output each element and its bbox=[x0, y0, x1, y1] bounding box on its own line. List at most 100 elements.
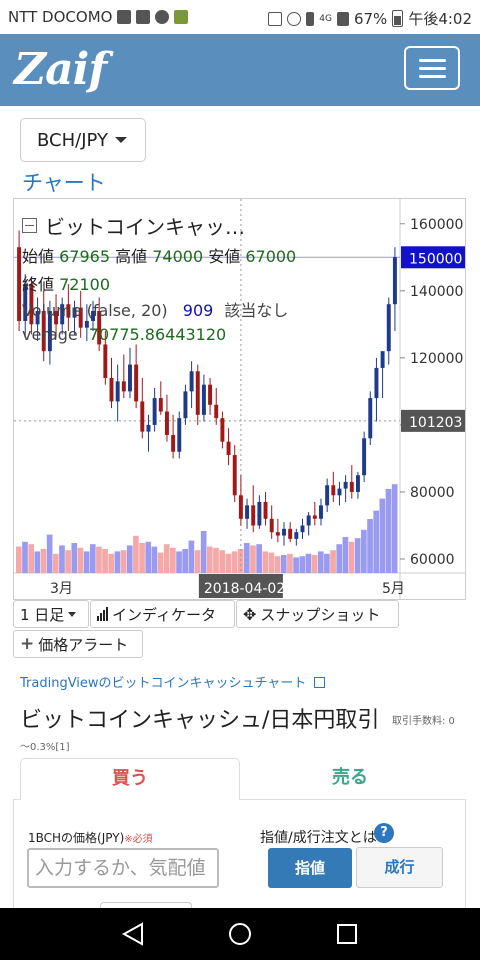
x-tick-label: 3月 bbox=[50, 581, 73, 597]
candle-body bbox=[263, 502, 268, 519]
clock: 午後4:02 bbox=[408, 10, 472, 28]
nav-icons bbox=[121, 922, 357, 946]
menu-button[interactable] bbox=[404, 46, 460, 90]
amount-field-partial[interactable] bbox=[100, 902, 192, 913]
candle-body bbox=[97, 310, 102, 345]
candle-body bbox=[47, 310, 52, 352]
candle-body bbox=[355, 475, 360, 492]
tab-sell[interactable]: 売る bbox=[332, 767, 368, 788]
indicators-button[interactable]: インディケータ bbox=[90, 600, 235, 628]
tradingview-link[interactable]: TradingViewのビットコインキャッシュチャート bbox=[20, 672, 325, 691]
volume-bar bbox=[219, 550, 225, 573]
candle-body bbox=[245, 505, 250, 519]
candle-body bbox=[78, 307, 83, 328]
volume-bar bbox=[139, 543, 145, 573]
candle-body bbox=[312, 515, 317, 519]
candle-body bbox=[337, 488, 342, 496]
volume-bar bbox=[163, 544, 170, 573]
last-price-label-bg bbox=[401, 246, 465, 269]
volume-bar bbox=[170, 547, 176, 573]
caret-down-icon bbox=[68, 611, 77, 617]
volume-bar bbox=[102, 549, 108, 573]
volume-bar bbox=[348, 541, 355, 573]
volume-bar bbox=[231, 551, 238, 573]
android-icon bbox=[174, 10, 189, 24]
y-tick-label: 140000 bbox=[410, 284, 463, 300]
tab-buy[interactable]: 買う bbox=[20, 758, 240, 800]
candle-body bbox=[386, 304, 391, 352]
price-label: 1BCHの価格(JPY)※必須 bbox=[28, 831, 153, 845]
close-label: 終値 bbox=[22, 275, 55, 294]
candle-body bbox=[251, 505, 256, 526]
required-mark: ※必須 bbox=[124, 834, 153, 845]
currency-pair-value: BCH/JPY bbox=[37, 129, 108, 151]
candle-body bbox=[349, 481, 354, 492]
volume-bar bbox=[324, 553, 330, 573]
price-input[interactable]: 入力するか、気配値 bbox=[27, 848, 219, 888]
home-icon[interactable] bbox=[229, 923, 251, 945]
vibrate-icon bbox=[306, 11, 315, 26]
x-tick-label: 5月 bbox=[382, 581, 405, 597]
page-title: ビットコインキャッシュ/日本円取引 bbox=[20, 708, 380, 733]
currency-pair-select[interactable]: BCH/JPY bbox=[20, 118, 146, 162]
candle-body bbox=[41, 310, 46, 352]
fee-text-continued: 〜0.3%[1] bbox=[20, 742, 70, 753]
volume-bar bbox=[22, 541, 28, 573]
candle-body bbox=[214, 404, 219, 419]
help-icon[interactable]: ? bbox=[374, 823, 394, 843]
candle-body bbox=[146, 424, 151, 432]
average-row: verage 70775.86443120 bbox=[22, 325, 226, 344]
high-value: 74000 bbox=[152, 247, 204, 266]
candle-body bbox=[171, 434, 176, 452]
volume-bar bbox=[317, 551, 324, 573]
volume-bar bbox=[194, 550, 201, 573]
recents-icon[interactable] bbox=[337, 924, 357, 944]
chart-canvas[interactable]: 1600001400001200001000008000060000150000… bbox=[14, 199, 466, 600]
crosshair-date-bg bbox=[198, 574, 283, 598]
notification-icon bbox=[117, 10, 132, 24]
chart-heading[interactable]: チャート bbox=[22, 171, 106, 195]
order-type-label: 指値/成行注文とは bbox=[260, 830, 377, 846]
limit-order-button[interactable]: 指値 bbox=[268, 848, 352, 888]
volume-study-extra: 該当なし bbox=[224, 301, 289, 320]
market-order-button[interactable]: 成行 bbox=[356, 847, 443, 888]
price-chart[interactable]: 1600001400001200001000008000060000150000… bbox=[13, 198, 466, 600]
candle-body bbox=[319, 505, 323, 519]
volume-bar bbox=[367, 519, 373, 573]
volume-bar bbox=[200, 531, 207, 573]
candle-body bbox=[374, 367, 379, 399]
candle-body bbox=[232, 455, 237, 496]
last-price-label: 150000 bbox=[409, 251, 462, 267]
volume-bar bbox=[354, 538, 361, 573]
alarm-icon bbox=[287, 11, 302, 26]
volume-bar bbox=[330, 550, 336, 573]
candle-body bbox=[134, 364, 139, 402]
candle-body bbox=[29, 284, 34, 325]
crosshair-price-label: 101203 bbox=[409, 415, 462, 431]
collapse-icon[interactable] bbox=[22, 218, 37, 233]
price-alert-button[interactable]: + 価格アラート bbox=[13, 630, 143, 658]
candle-body bbox=[152, 398, 157, 425]
volume-bar bbox=[120, 550, 127, 573]
low-label: 安値 bbox=[208, 247, 241, 266]
volume-bar bbox=[293, 557, 299, 573]
nfc-icon bbox=[268, 11, 283, 26]
timeframe-button[interactable]: 1 日足 bbox=[13, 600, 89, 628]
bar-chart-icon bbox=[97, 607, 108, 621]
volume-bar bbox=[133, 535, 139, 573]
volume-bar bbox=[243, 543, 250, 573]
signal-icon bbox=[336, 11, 349, 26]
network-type: 4G bbox=[319, 13, 332, 24]
candle-body bbox=[208, 384, 213, 405]
candle-body bbox=[300, 525, 305, 533]
volume-bar bbox=[207, 546, 213, 573]
volume-bar bbox=[250, 545, 256, 573]
snapshot-button[interactable]: ✥ スナップショット bbox=[236, 600, 399, 628]
zaif-logo[interactable]: Zaif bbox=[14, 44, 107, 95]
average-value: 70775.86443120 bbox=[88, 325, 227, 344]
candle-body bbox=[306, 515, 311, 526]
battery-percent: 67% bbox=[353, 9, 388, 28]
back-icon[interactable] bbox=[121, 922, 143, 946]
volume-bar bbox=[225, 553, 232, 573]
average-label: verage bbox=[22, 325, 78, 344]
